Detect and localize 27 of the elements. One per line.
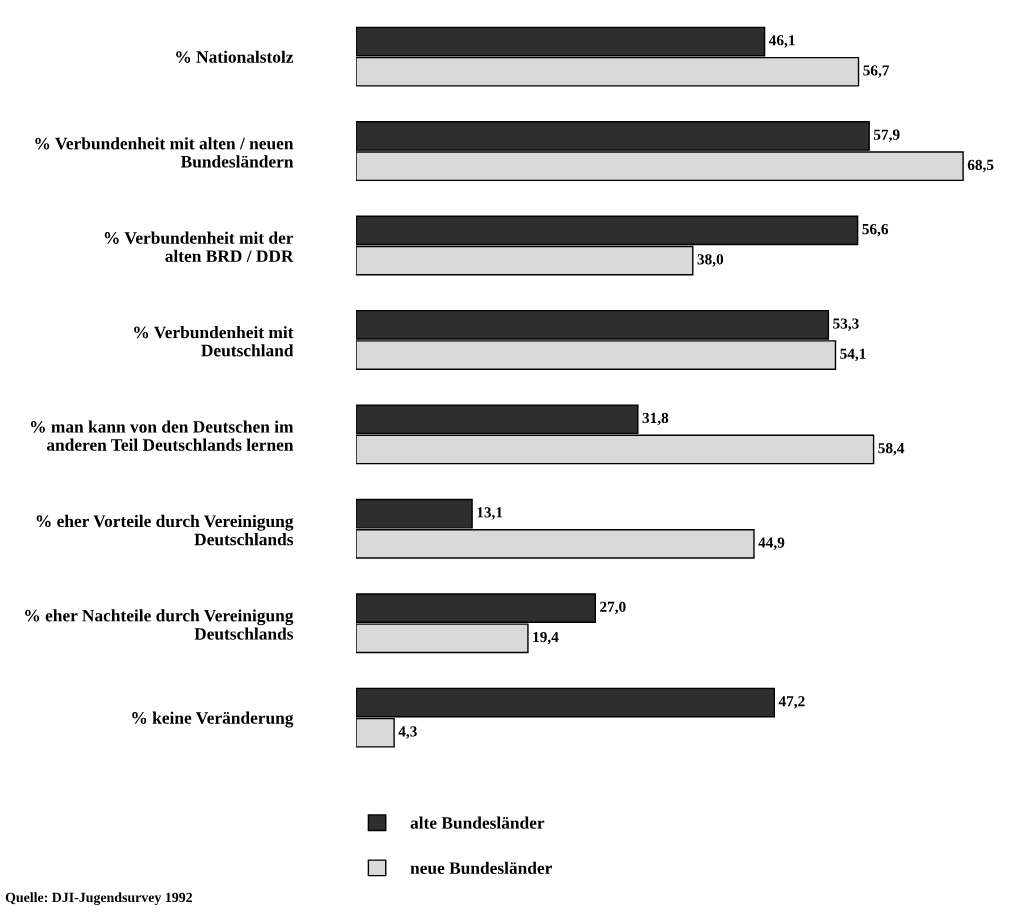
data-label: 68,5 — [967, 159, 994, 173]
data-label: 4,3 — [398, 726, 417, 739]
data-label: 38,0 — [697, 254, 724, 267]
y-tick-label: % keine Veränderung — [132, 711, 294, 728]
y-tick-label: % man kann von den Deutschen im anderen Teil Deutschlands lernen — [30, 420, 294, 451]
data-label: 56,7 — [863, 65, 890, 78]
data-label: 56,6 — [862, 223, 889, 237]
data-label: 54,1 — [840, 348, 866, 362]
data-label: 13,1 — [477, 507, 503, 520]
legend-label: neue Bundesländer — [410, 861, 552, 875]
data-label: 53,3 — [833, 318, 859, 331]
source-note: Quelle: DJI-Jugendsurvey 1992 — [5, 892, 193, 906]
data-label: 46,1 — [768, 35, 795, 48]
y-tick-label: % Verbundenheit mit der alten BRD / DDR — [104, 231, 294, 262]
data-label: 57,9 — [873, 129, 900, 143]
data-label: 27,0 — [600, 601, 626, 615]
y-tick-label: % eher Vorteile durch Vereinigung Deutschlands — [36, 514, 294, 546]
data-label: 31,8 — [642, 412, 669, 426]
y-tick-label: % Nationalstolz — [176, 50, 294, 63]
data-label: 44,9 — [758, 537, 785, 550]
data-label: 47,2 — [778, 696, 805, 709]
y-tick-label: % Verbundenheit mit alten / neuen Bundesländern — [35, 137, 294, 168]
y-tick-label: % eher Nachteile durch Vereinigung Deutschlands — [25, 609, 294, 640]
data-label: 19,4 — [533, 631, 559, 645]
y-tick-label: % Verbundenheit mit Deutschland — [134, 326, 294, 357]
legend-label: alte Bundesländer — [410, 816, 545, 829]
data-label: 58,4 — [878, 442, 905, 456]
